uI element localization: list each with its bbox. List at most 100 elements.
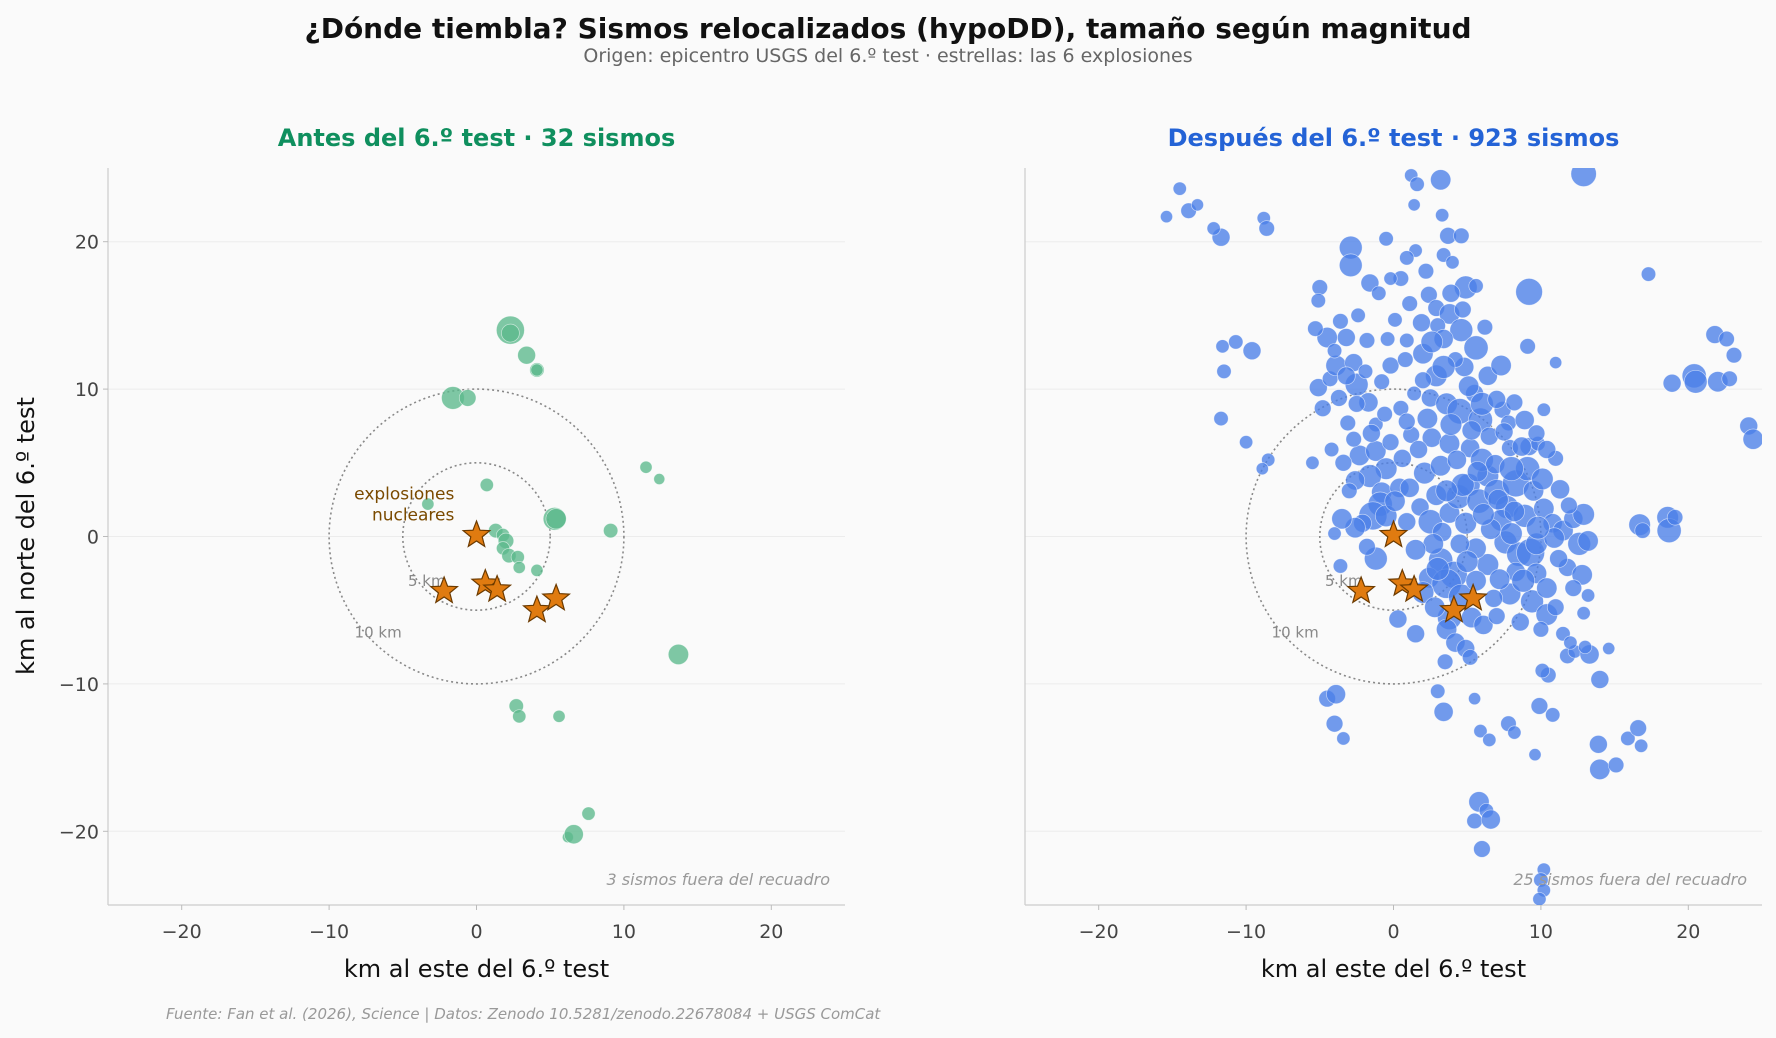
earthquake-point — [1454, 512, 1477, 535]
earthquake-point — [1384, 490, 1406, 512]
x-axis-label: km al este del 6.º test — [1261, 955, 1526, 983]
earthquake-point — [1560, 496, 1578, 515]
earthquake-point — [1441, 283, 1461, 303]
earthquake-point — [1505, 393, 1524, 412]
earthquake-point — [1380, 331, 1396, 347]
earthquake-point — [1480, 809, 1501, 830]
earthquake-point — [1357, 363, 1374, 379]
x-tick-label: 10 — [1529, 921, 1553, 943]
earthquake-point — [1326, 684, 1346, 705]
earthquake-point — [1718, 330, 1735, 348]
earthquake-point — [1431, 355, 1456, 379]
earthquake-point — [1398, 412, 1416, 431]
earthquake-point — [1634, 522, 1651, 539]
y-tick-label: −10 — [59, 674, 99, 696]
earthquake-point — [1412, 313, 1431, 333]
earthquake-point — [1527, 424, 1546, 443]
earthquake-point — [1634, 738, 1649, 753]
earthquake-point — [1473, 724, 1488, 739]
earthquake-point — [1331, 508, 1353, 530]
earthquake-point — [1546, 598, 1565, 616]
earthquake-point — [1500, 522, 1523, 545]
source-note: Fuente: Fan et al. (2026), Science | Dat… — [166, 1005, 881, 1023]
earthquake-point — [1532, 892, 1547, 905]
x-tick-label: 10 — [612, 921, 636, 943]
earthquake-point — [1453, 227, 1470, 244]
earthquake-point — [1397, 512, 1417, 532]
x-tick-label: −10 — [309, 921, 349, 943]
earthquake-point — [1581, 588, 1596, 603]
earthquake-point — [1406, 624, 1425, 644]
earthquake-point — [1531, 467, 1554, 491]
earthquake-point — [530, 363, 544, 377]
earthquake-point — [1239, 435, 1254, 450]
earthquake-point — [1473, 840, 1491, 858]
earthquake-point — [1381, 356, 1400, 375]
earthquake-point — [1373, 373, 1390, 390]
earthquake-point — [1620, 730, 1636, 747]
earthquake-point — [1324, 441, 1340, 458]
earthquake-point — [1314, 399, 1332, 417]
earthquake-point — [421, 497, 435, 511]
earthquake-point — [1503, 500, 1525, 522]
earthquake-point — [1550, 479, 1570, 500]
earthquake-point — [1425, 557, 1450, 581]
earthquake-point — [1570, 168, 1597, 187]
earthquake-point — [1417, 263, 1435, 280]
earthquake-point — [479, 477, 494, 492]
earthquake-point — [1590, 670, 1610, 689]
earthquake-point — [1511, 436, 1532, 457]
x-tick-label: −10 — [1226, 921, 1266, 943]
earthquake-point — [1545, 707, 1561, 723]
earthquake-point — [1534, 663, 1550, 679]
earthquake-point — [1629, 719, 1647, 737]
earthquake-point — [1549, 356, 1563, 370]
earthquake-point — [1399, 250, 1415, 266]
earthquake-point — [1536, 402, 1551, 417]
explosion-star — [482, 573, 513, 603]
earthquake-point — [1589, 758, 1611, 780]
earthquake-point — [1327, 526, 1342, 541]
earthquake-point — [1487, 489, 1509, 511]
earthquake-point — [1358, 538, 1376, 556]
earthquake-point — [1345, 431, 1362, 448]
earthquake-point — [1401, 295, 1418, 312]
earthquake-point — [1310, 293, 1326, 309]
earthquake-point — [517, 345, 536, 365]
earthquake-point — [1160, 210, 1173, 224]
earthquake-point — [501, 323, 520, 343]
earthquake-point — [1255, 462, 1269, 476]
earthquake-point — [1466, 461, 1489, 483]
y-tick-label: 0 — [87, 527, 99, 549]
earthquake-point — [512, 709, 527, 724]
earthquake-point — [1476, 319, 1494, 336]
earthquake-point — [1507, 725, 1522, 740]
outside-count-note: 3 sismos fuera del recuadro — [607, 870, 831, 889]
earthquake-point — [1510, 612, 1530, 632]
earthquake-point — [1334, 454, 1353, 472]
earthquake-point — [1436, 653, 1454, 670]
ring-label: 10 km — [1272, 624, 1319, 642]
earthquake-point — [1416, 408, 1438, 430]
earthquake-point — [1589, 735, 1608, 754]
earthquake-point — [1311, 279, 1328, 296]
earthquake-point — [1407, 198, 1421, 212]
earthquake-point — [1409, 440, 1428, 459]
explosion-star — [1346, 575, 1376, 604]
earthquake-point — [1494, 422, 1514, 442]
explosion-star — [541, 582, 571, 612]
earthquake-point — [1435, 479, 1458, 502]
earthquake-point — [1439, 413, 1463, 436]
panel-title: Después del 6.º test · 923 sismos — [1168, 124, 1620, 152]
earthquake-point — [1725, 347, 1743, 364]
earthquake-point — [1435, 208, 1450, 223]
earthquake-point — [1530, 697, 1549, 715]
earthquake-point — [1381, 433, 1400, 451]
earthquake-point — [1490, 354, 1512, 377]
earthquake-point — [639, 460, 653, 474]
earthquake-point — [1213, 411, 1229, 427]
earthquake-point — [1537, 440, 1557, 459]
ring-label: 5 km — [1325, 572, 1363, 590]
earthquake-point — [1332, 558, 1349, 574]
chart-subtitle: Origen: epicentro USGS del 6.º test · es… — [583, 45, 1192, 67]
